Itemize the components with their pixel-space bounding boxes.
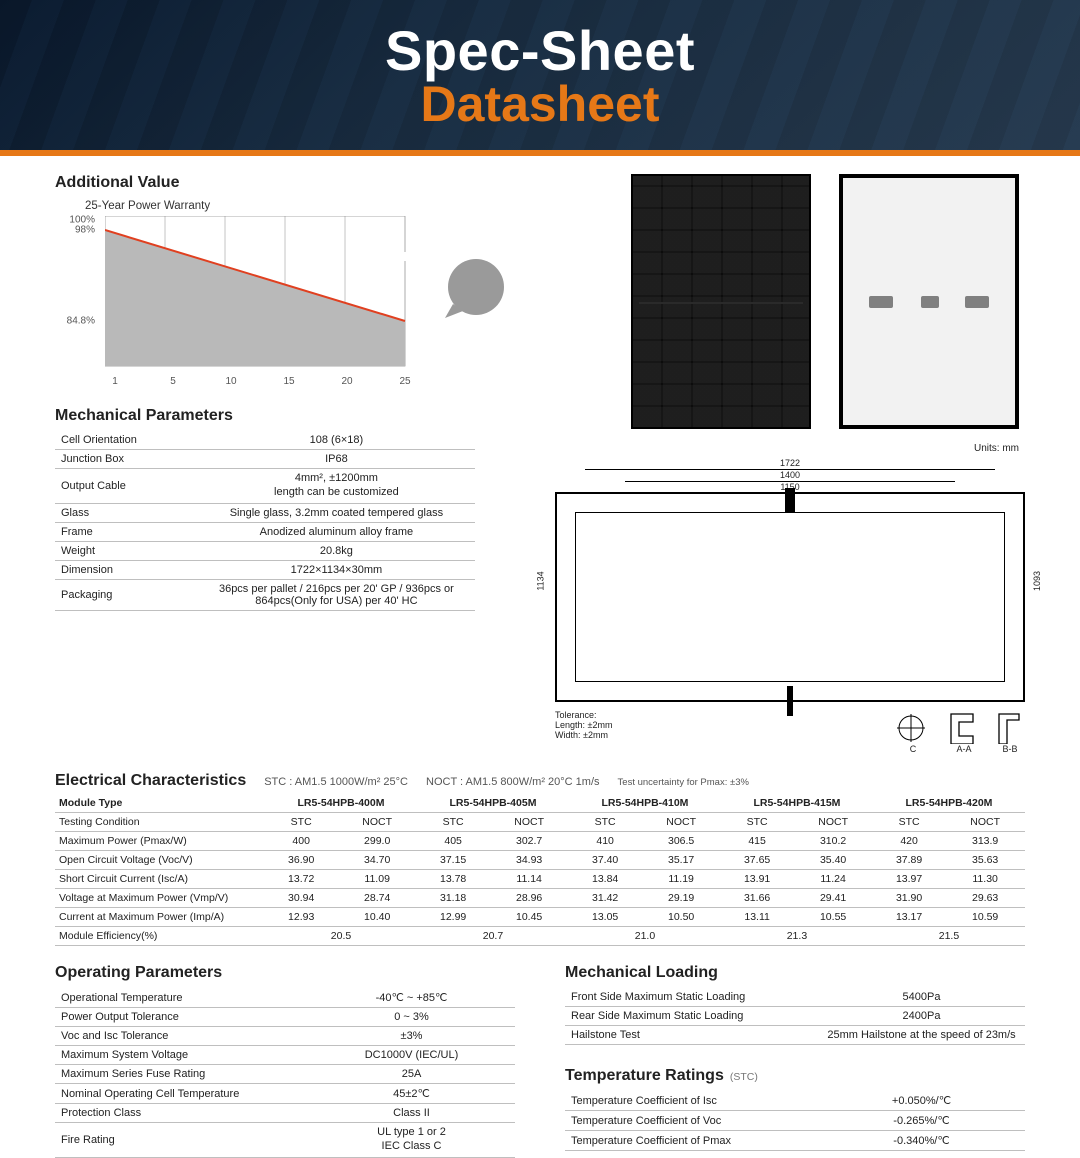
- section-electrical: Electrical Characteristics: [55, 772, 246, 790]
- xtick: 25: [399, 376, 410, 387]
- electrical-table: Module TypeLR5-54HPB-400MLR5-54HPB-405ML…: [55, 794, 1025, 946]
- hero-title-2: Datasheet: [0, 75, 1080, 133]
- elec-uncert: Test uncertainty for Pmax: ±3%: [618, 777, 749, 788]
- panel-back-graphic: [839, 174, 1019, 429]
- warranty-svg: [105, 216, 415, 371]
- xtick: 10: [225, 376, 236, 387]
- xtick: 1: [112, 376, 118, 387]
- section-mech-loading: Mechanical Loading: [565, 964, 1025, 982]
- dim-units: Units: mm: [515, 443, 1025, 454]
- section-additional-value: Additional Value: [55, 174, 475, 192]
- xtick: 15: [283, 376, 294, 387]
- elec-noct: NOCT : AM1.5 800W/m² 20°C 1m/s: [426, 776, 600, 788]
- section-mechanical: Mechanical Parameters: [55, 407, 475, 425]
- section-operating: Operating Parameters: [55, 964, 515, 982]
- ytick: 98%: [75, 225, 95, 236]
- section-temp: Temperature Ratings(STC): [565, 1067, 1025, 1085]
- warranty-chart: 100% 98% 84.8% 1 5 10 15 20 25: [75, 216, 435, 391]
- elec-stc: STC : AM1.5 1000W/m² 25°C: [264, 776, 408, 788]
- temp-table: Temperature Coefficient of Isc+0.050%/℃T…: [565, 1091, 1025, 1151]
- dim-tolerance: Tolerance: Length: ±2mm Width: ±2mm: [555, 710, 612, 754]
- hero-banner: Spec-Sheet Datasheet: [0, 0, 1080, 150]
- dimension-drawing: Units: mm 1722 1400 1150 1134: [515, 443, 1025, 754]
- mechanical-table: Cell Orientation108 (6×18)Junction BoxIP…: [55, 431, 475, 611]
- panel-front-graphic: [631, 174, 811, 429]
- warranty-chart-title: 25-Year Power Warranty: [85, 200, 475, 212]
- hero-title-1: Spec-Sheet: [0, 18, 1080, 83]
- ytick: 84.8%: [67, 316, 95, 327]
- xtick: 20: [341, 376, 352, 387]
- mech-loading-table: Front Side Maximum Static Loading5400PaR…: [565, 988, 1025, 1045]
- xtick: 5: [170, 376, 176, 387]
- operating-table: Operational Temperature-40℃ ~ +85℃Power …: [55, 988, 515, 1158]
